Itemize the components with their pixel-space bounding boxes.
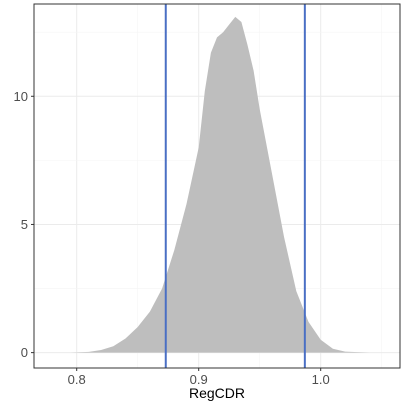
density-area <box>70 16 370 353</box>
y-tick-label: 0 <box>21 345 28 360</box>
x-tick-label: 0.9 <box>190 372 208 387</box>
panel-border <box>33 3 401 369</box>
y-axis-ticks: 0 5 10 <box>14 89 34 360</box>
x-tick-label: 1.0 <box>312 372 330 387</box>
x-axis-title: RegCDR <box>189 385 245 401</box>
y-tick-label: 10 <box>14 89 28 104</box>
reference-lines <box>164 4 306 368</box>
x-tick-label: 0.8 <box>68 372 86 387</box>
y-tick-label: 5 <box>21 217 28 232</box>
x-axis-ticks: 0.8 0.9 1.0 <box>68 368 330 387</box>
